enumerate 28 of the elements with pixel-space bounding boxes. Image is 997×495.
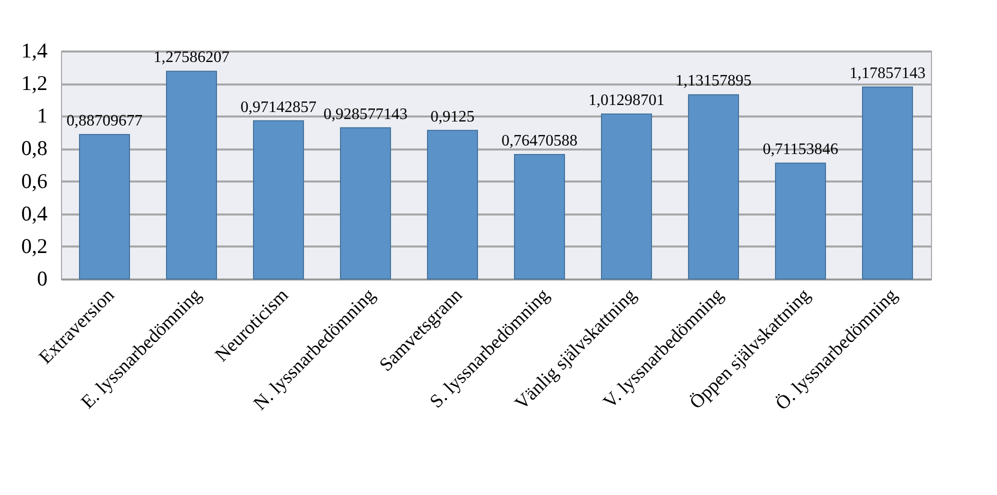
y-tick-label: 0,8 (21, 136, 48, 160)
bar (427, 130, 478, 280)
y-tick-label: 1,4 (21, 38, 48, 62)
y-tick-label: 0,6 (21, 168, 48, 193)
bar (775, 162, 826, 280)
data-label: 0,9125 (430, 108, 474, 126)
bar (340, 127, 391, 280)
data-label: 1,17857143 (850, 65, 926, 82)
y-tick-label: 1,2 (21, 71, 48, 96)
y-tick-label: 0,2 (21, 234, 48, 258)
y-tick-label: 0,4 (21, 201, 48, 226)
bar (862, 86, 913, 280)
data-label: 0,71153846 (762, 141, 838, 158)
y-tick-label: 0 (37, 266, 48, 290)
bar (601, 114, 652, 280)
y-tick-label: 1 (37, 104, 48, 128)
data-label: 0,88709677 (66, 112, 142, 130)
data-label: 1,01298701 (588, 92, 664, 110)
data-label: 0,76470588 (502, 132, 578, 150)
bar (514, 154, 565, 280)
bar (253, 120, 304, 280)
data-label: 1,13157895 (676, 72, 752, 90)
bar (688, 94, 739, 280)
data-label: 0,928577143 (324, 106, 408, 123)
bar (166, 70, 217, 280)
data-label: 0,97142857 (240, 98, 316, 116)
data-label: 1,27586207 (154, 49, 230, 66)
bar (79, 134, 130, 280)
